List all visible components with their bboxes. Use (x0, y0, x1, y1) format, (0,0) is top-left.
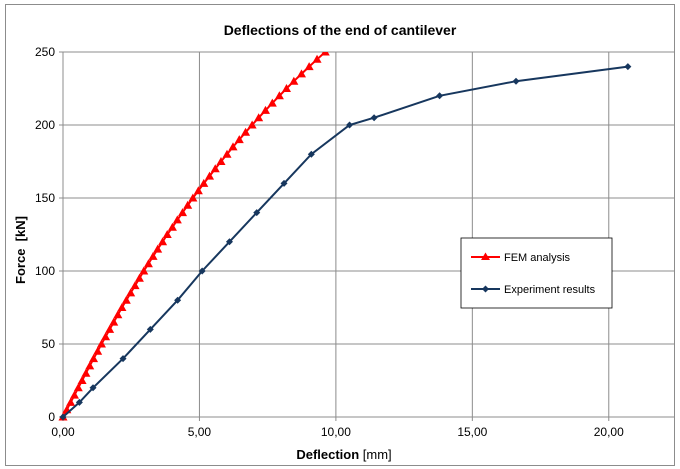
data-point-experiment (624, 63, 632, 71)
data-point-fem (172, 215, 182, 224)
series-line-1 (62, 65, 629, 418)
data-point-experiment (436, 92, 444, 100)
y-axis-title: Force [kN] (13, 216, 28, 284)
y-tick-label: 200 (35, 118, 55, 132)
data-point-fem (73, 383, 83, 392)
data-point-fem (130, 281, 140, 290)
legend-fem-label: FEM analysis (504, 252, 571, 264)
data-point-fem (109, 317, 119, 326)
plot-area (63, 52, 674, 417)
data-point-experiment (89, 384, 97, 392)
legend-exp-marker (482, 285, 489, 293)
data-point-fem (254, 113, 264, 122)
data-point-experiment (346, 121, 354, 129)
data-point-fem (234, 135, 244, 144)
data-point-fem (143, 259, 153, 268)
legend-fem-marker (481, 252, 490, 260)
chart-svg: Deflections of the end of cantilever 0,0… (13, 5, 674, 462)
x-tick-label: 10,00 (321, 425, 351, 439)
data-point-fem (89, 354, 99, 363)
data-point-fem (113, 310, 123, 319)
data-point-fem (93, 346, 103, 355)
data-point-fem (267, 98, 277, 107)
x-axis-title-main: Deflection (296, 447, 359, 462)
data-point-fem (153, 244, 163, 253)
data-point-fem (77, 376, 87, 384)
data-point-fem (320, 52, 330, 56)
y-tick-label: 50 (42, 337, 56, 351)
data-point-fem (260, 105, 270, 114)
data-point-fem (222, 149, 232, 158)
data-point-fem (329, 40, 338, 48)
data-point-fem (66, 397, 76, 406)
data-point-fem (81, 368, 91, 377)
data-point-fem (85, 361, 95, 370)
data-point-experiment (280, 179, 288, 187)
legend-exp-label: Experiment results (504, 284, 596, 296)
data-point-fem (216, 157, 226, 165)
x-axis-title-unit: [mm] (359, 447, 392, 462)
data-point-experiment (146, 325, 154, 333)
data-point-fem (101, 332, 111, 341)
data-point-fem (210, 164, 220, 173)
data-point-fem (158, 237, 168, 246)
data-point-fem (281, 84, 291, 92)
data-point-experiment (370, 114, 378, 122)
data-point-fem (148, 251, 158, 260)
data-point-experiment (253, 209, 261, 217)
y-tick-label: 150 (35, 191, 55, 205)
legend-box (460, 237, 613, 309)
data-point-experiment (512, 77, 520, 85)
data-point-fem (188, 193, 198, 202)
data-point-fem (373, 5, 382, 12)
x-axis-title: Deflection [mm] (296, 447, 391, 462)
data-point-fem (205, 171, 215, 180)
data-point-fem (228, 142, 238, 151)
y-tick-label: 100 (35, 264, 55, 278)
data-point-fem (312, 54, 322, 63)
x-tick-label: 20,00 (594, 425, 624, 439)
data-point-experiment (119, 355, 127, 363)
data-point-fem (162, 230, 172, 238)
data-point-fem (241, 127, 251, 136)
chart-title: Deflections of the end of cantilever (224, 22, 457, 38)
x-tick-label: 15,00 (457, 425, 487, 439)
data-point-fem (139, 266, 149, 275)
chart-frame: Deflections of the end of cantilever 0,0… (5, 4, 675, 466)
data-point-fem (121, 295, 131, 304)
data-point-fem (117, 303, 127, 311)
data-point-experiment (75, 398, 83, 406)
data-point-fem (297, 69, 307, 78)
data-point-experiment (59, 413, 67, 421)
data-point-experiment (307, 150, 315, 158)
data-point-fem (274, 91, 284, 100)
data-point-fem (289, 76, 299, 85)
data-point-experiment (174, 296, 182, 304)
data-point-fem (304, 62, 314, 71)
data-point-fem (69, 390, 79, 399)
data-point-fem (134, 273, 144, 282)
y-tick-label: 0 (48, 410, 55, 424)
x-tick-label: 0,00 (51, 425, 75, 439)
data-point-fem (105, 324, 115, 333)
data-point-fem (126, 288, 136, 297)
data-point-fem (167, 222, 177, 231)
data-point-experiment (198, 267, 206, 275)
data-point-fem (96, 339, 106, 348)
data-point-fem (193, 186, 203, 195)
legend: FEM analysis Experiment results (460, 237, 613, 309)
data-point-fem (364, 11, 373, 19)
data-point-fem (178, 208, 188, 217)
data-point-fem (247, 120, 257, 129)
x-tick-label: 5,00 (188, 425, 212, 439)
data-point-experiment (225, 238, 233, 246)
series-1 (59, 63, 632, 421)
y-tick-label: 250 (35, 45, 55, 59)
data-point-fem (199, 178, 209, 187)
data-point-fem (183, 200, 193, 209)
